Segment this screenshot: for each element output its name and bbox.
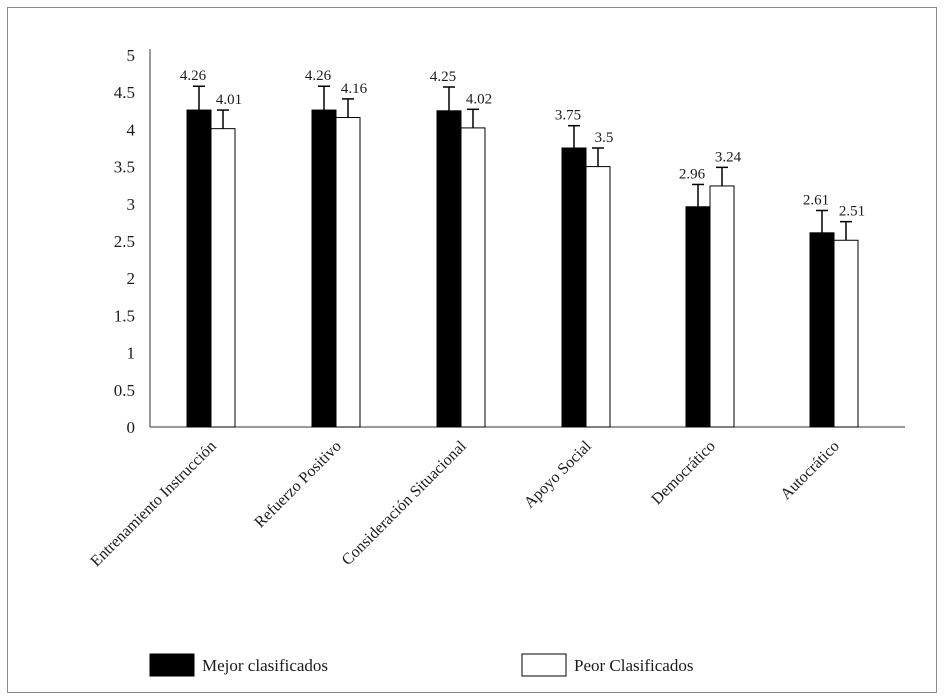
data-label: 2.61 xyxy=(803,192,829,208)
legend-swatch xyxy=(521,653,567,677)
bar xyxy=(809,232,835,428)
y-tick-label: 4 xyxy=(127,120,136,139)
bar xyxy=(210,128,236,428)
data-label: 4.01 xyxy=(216,92,242,108)
bar xyxy=(833,239,859,428)
y-tick-label: 0.5 xyxy=(114,381,135,400)
data-label: 3.5 xyxy=(595,130,614,146)
category-label: Autocrático xyxy=(777,438,842,503)
bar xyxy=(186,109,212,428)
bar xyxy=(436,110,462,428)
bar xyxy=(585,166,611,428)
y-tick-label: 3 xyxy=(127,195,136,214)
legend-label: Mejor clasificados xyxy=(202,656,328,675)
legend-swatch xyxy=(149,653,195,677)
bar xyxy=(561,147,587,428)
data-label: 3.24 xyxy=(715,149,742,165)
y-tick-label: 3.5 xyxy=(114,158,135,177)
y-tick-label: 1.5 xyxy=(114,306,135,325)
y-tick-label: 0 xyxy=(127,418,136,437)
data-label: 4.02 xyxy=(466,91,492,107)
bar xyxy=(685,206,711,428)
bar xyxy=(311,109,337,428)
category-label: Apoyo Social xyxy=(521,437,595,511)
data-label: 4.26 xyxy=(305,68,332,84)
data-label: 3.75 xyxy=(555,108,581,124)
y-tick-label: 5 xyxy=(127,46,136,65)
y-tick-label: 2.5 xyxy=(114,232,135,251)
y-tick-label: 4.5 xyxy=(114,83,135,102)
bar xyxy=(335,116,361,428)
data-label: 4.25 xyxy=(430,69,456,85)
category-label: Refuerzo Positivo xyxy=(251,438,344,531)
data-label: 2.96 xyxy=(679,166,706,182)
legend-label: Peor Clasificados xyxy=(574,656,693,675)
y-tick-label: 2 xyxy=(127,269,136,288)
y-tick-label: 1 xyxy=(127,344,136,363)
category-label: Democrático xyxy=(648,438,718,508)
bar xyxy=(709,185,735,428)
category-label: Consideración Situacional xyxy=(339,437,470,568)
data-label: 4.16 xyxy=(341,81,368,97)
bar xyxy=(460,127,486,428)
category-label: Entrenamiento Instrucción xyxy=(87,438,219,570)
data-label: 4.26 xyxy=(180,68,207,84)
data-label: 2.51 xyxy=(839,204,865,220)
